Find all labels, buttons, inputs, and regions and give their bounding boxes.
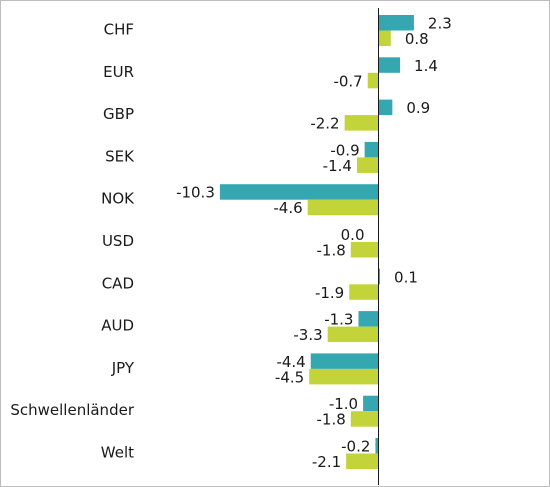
- bar: [358, 311, 379, 327]
- bar: [327, 326, 379, 343]
- data-label: 0.9: [406, 99, 430, 117]
- data-label: 0.1: [394, 268, 418, 286]
- category-label: SEK: [105, 147, 135, 165]
- data-label: -0.9: [330, 141, 359, 159]
- data-label: -1.9: [315, 284, 344, 302]
- data-label: -4.6: [273, 199, 302, 217]
- data-label: -4.4: [276, 353, 305, 371]
- data-label: -0.2: [341, 438, 370, 456]
- bar: [375, 438, 379, 454]
- bar: [378, 99, 393, 116]
- category-label: EUR: [103, 63, 134, 81]
- bar: [378, 15, 414, 31]
- data-label: 0.0: [341, 226, 365, 244]
- data-label: -3.3: [293, 326, 322, 344]
- data-label: -10.3: [176, 184, 215, 202]
- data-label: -2.1: [312, 453, 341, 471]
- bar: [350, 242, 379, 258]
- bar: [350, 411, 379, 427]
- data-label: -4.5: [275, 368, 304, 386]
- bar: [378, 30, 391, 46]
- bar: [363, 395, 379, 412]
- bar: [309, 368, 379, 385]
- data-label: 2.3: [428, 15, 452, 33]
- category-label: JPY: [111, 359, 135, 377]
- category-label: CAD: [102, 274, 134, 292]
- data-label: 0.8: [405, 30, 429, 48]
- data-label: -0.7: [333, 72, 362, 90]
- bar: [307, 199, 379, 216]
- category-label: AUD: [101, 317, 134, 335]
- category-label: USD: [102, 232, 134, 250]
- bar: [364, 141, 379, 158]
- bar: [378, 268, 381, 285]
- bar: [349, 284, 379, 300]
- category-label: CHF: [104, 21, 134, 39]
- bar: [367, 72, 379, 89]
- category-label: NOK: [101, 190, 135, 208]
- data-label: -1.3: [324, 311, 353, 329]
- bar: [378, 57, 401, 73]
- data-label: -1.0: [329, 395, 358, 413]
- bar: [219, 184, 379, 200]
- data-label: -2.2: [310, 115, 339, 133]
- data-label: -1.8: [316, 242, 345, 260]
- category-label: Welt: [101, 444, 134, 462]
- category-label: Schwellenländer: [10, 401, 134, 419]
- category-label: GBP: [103, 105, 134, 123]
- bar: [356, 157, 379, 173]
- data-label: -1.8: [316, 411, 345, 429]
- data-label: 1.4: [414, 57, 438, 75]
- bar: [346, 453, 379, 469]
- bar: [310, 353, 379, 369]
- data-label: -1.4: [323, 157, 352, 175]
- bar: [344, 115, 379, 131]
